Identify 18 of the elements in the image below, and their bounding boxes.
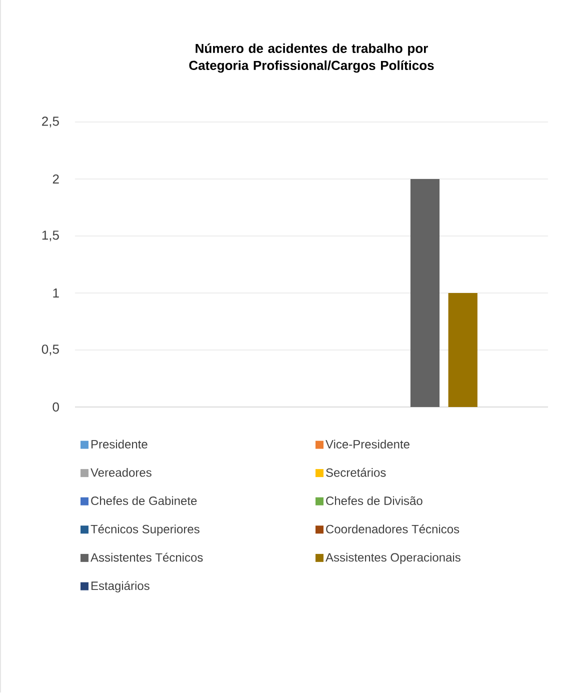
y-tick-label: 0 bbox=[52, 402, 59, 412]
legend-label: Chefes de Gabinete bbox=[91, 496, 197, 506]
legend-label: Vereadores bbox=[90, 468, 152, 477]
legend-label: Estagiários bbox=[91, 581, 150, 592]
y-tick-label: 0,5 bbox=[42, 344, 59, 356]
legend-label: Técnicos Superiores bbox=[90, 524, 200, 536]
legend-label: Vice-Presidente bbox=[326, 440, 410, 449]
y-tick-label: 1,5 bbox=[42, 230, 59, 242]
legend-label: Coordenadores Técnicos bbox=[326, 524, 460, 534]
legend-label: Chefes de Divisão bbox=[326, 496, 422, 506]
legend-label: Secretários bbox=[326, 468, 386, 477]
y-tick-label: 1 bbox=[53, 288, 59, 298]
y-tick-label: 2,5 bbox=[42, 116, 59, 128]
y-tick-label: 2 bbox=[52, 174, 59, 184]
chart-title: Número de acidentes de trabalho por Categoria Profissional/Cargos Políticos bbox=[189, 43, 434, 73]
legend-label: Presidente bbox=[91, 440, 148, 449]
legend-label: Assistentes Operacionais bbox=[326, 552, 460, 564]
legend-label: Assistentes Técnicos bbox=[90, 552, 203, 562]
